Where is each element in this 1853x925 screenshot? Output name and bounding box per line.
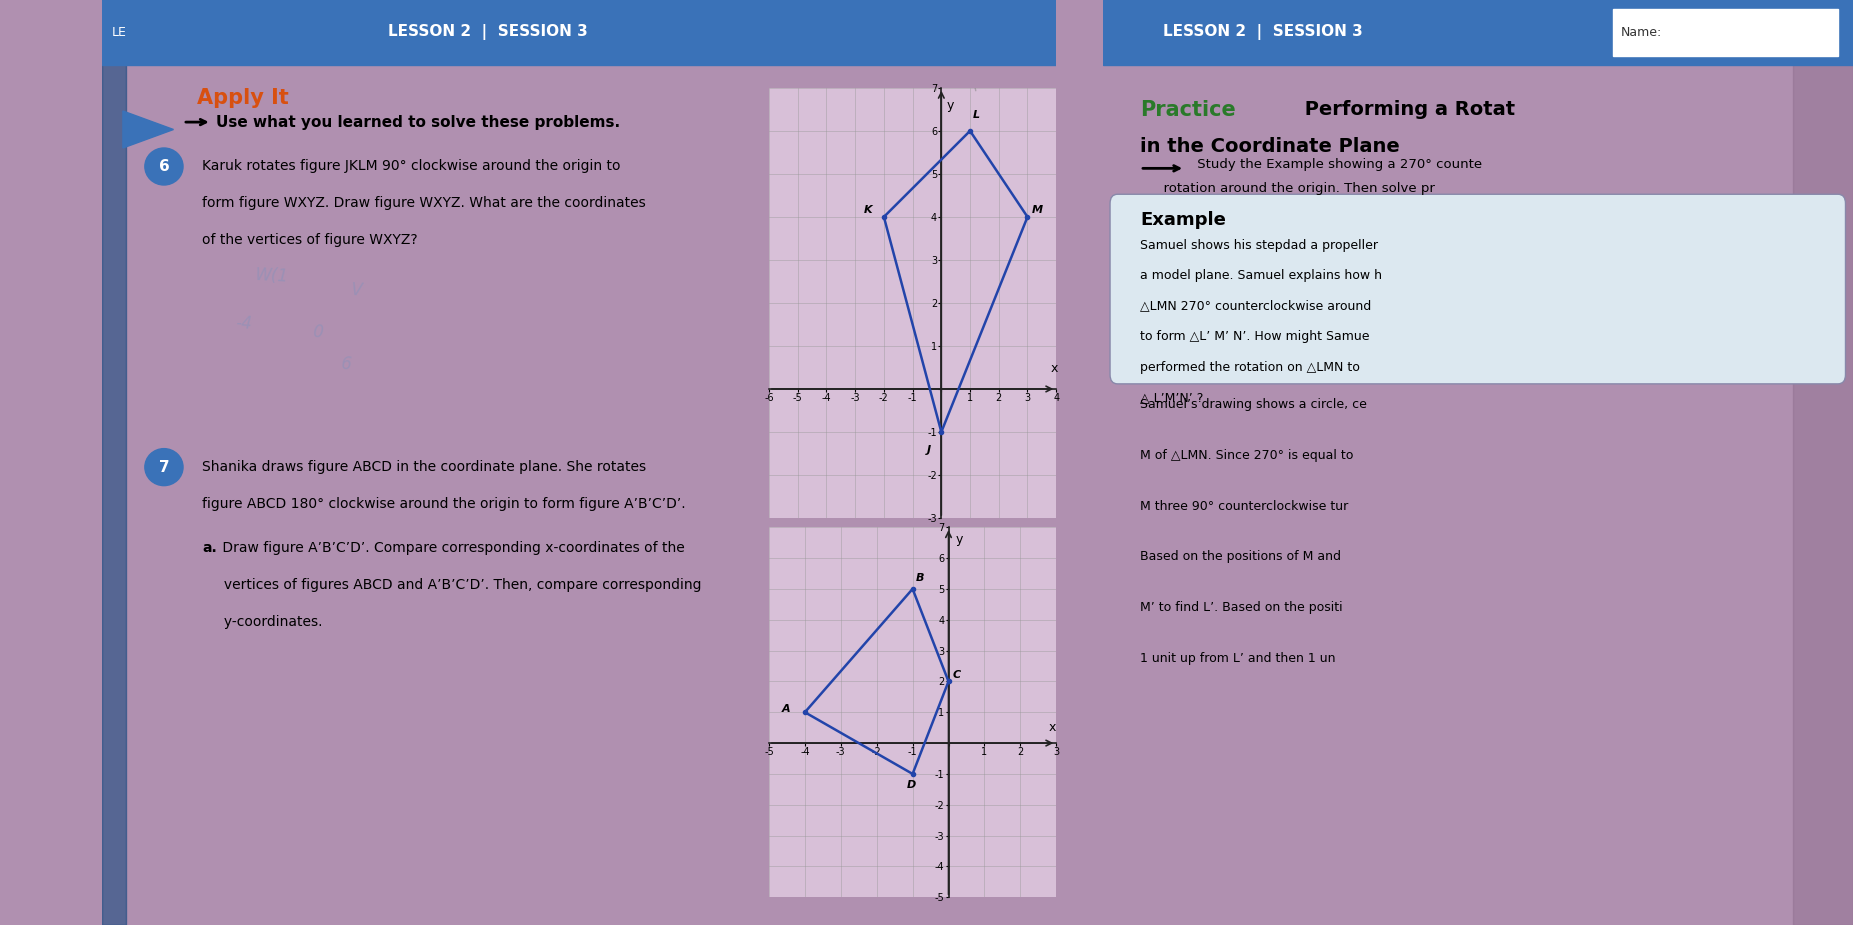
Text: Use what you learned to solve these problems.: Use what you learned to solve these prob…: [217, 115, 621, 130]
Text: rotation around the origin. Then solve pr: rotation around the origin. Then solve p…: [1154, 182, 1434, 195]
Text: Draw figure A’B’C’D’. Compare corresponding x-coordinates of the: Draw figure A’B’C’D’. Compare correspond…: [219, 541, 686, 555]
Text: a.: a.: [202, 541, 217, 555]
Text: -4: -4: [235, 314, 254, 332]
Text: K: K: [863, 204, 873, 215]
FancyBboxPatch shape: [1110, 194, 1846, 384]
Circle shape: [145, 449, 183, 486]
Text: of the vertices of figure WXYZ?: of the vertices of figure WXYZ?: [202, 233, 417, 247]
Text: x: x: [1049, 721, 1056, 734]
Polygon shape: [122, 111, 174, 148]
Text: 1 unit up from L’ and then 1 un: 1 unit up from L’ and then 1 un: [1140, 652, 1336, 665]
Text: form figure WXYZ. Draw figure WXYZ. What are the coordinates: form figure WXYZ. Draw figure WXYZ. What…: [202, 196, 647, 210]
Text: M of △LMN. Since 270° is equal to: M of △LMN. Since 270° is equal to: [1140, 449, 1353, 462]
Text: W(1: W(1: [254, 266, 289, 286]
Text: B: B: [915, 574, 925, 583]
Text: 6: 6: [341, 355, 352, 374]
Text: Practice: Practice: [1140, 100, 1236, 120]
Text: Samuel’s drawing shows a circle, ce: Samuel’s drawing shows a circle, ce: [1140, 398, 1368, 411]
Text: figure ABCD 180° clockwise around the origin to form figure A’B’C’D’.: figure ABCD 180° clockwise around the or…: [202, 497, 686, 511]
Text: x: x: [1051, 362, 1058, 375]
Text: Study the Example showing a 270° counte: Study the Example showing a 270° counte: [1193, 158, 1482, 171]
Text: 0: 0: [311, 323, 324, 341]
Bar: [1794, 0, 1853, 925]
Text: Samuel shows his stepdad a propeller: Samuel shows his stepdad a propeller: [1140, 239, 1379, 252]
Text: Based on the positions of M and: Based on the positions of M and: [1140, 550, 1342, 563]
Text: y-coordinates.: y-coordinates.: [202, 615, 322, 629]
Text: LESSON 2  |  SESSION 3: LESSON 2 | SESSION 3: [389, 24, 587, 41]
Text: M: M: [1032, 204, 1043, 215]
Text: Example: Example: [1140, 211, 1227, 228]
Text: A: A: [782, 704, 789, 714]
Text: V: V: [350, 281, 363, 300]
Text: in the Coordinate Plane: in the Coordinate Plane: [1140, 137, 1399, 156]
Bar: [102, 0, 1056, 65]
Text: Performing a Rotat: Performing a Rotat: [1297, 100, 1514, 119]
Text: to form △L’ M’ N’. How might Samue: to form △L’ M’ N’. How might Samue: [1140, 330, 1369, 343]
Text: a model plane. Samuel explains how h: a model plane. Samuel explains how h: [1140, 269, 1382, 282]
Text: Name:: Name:: [1620, 26, 1662, 39]
Bar: [1612, 9, 1838, 55]
Text: L: L: [973, 110, 980, 120]
Bar: [1103, 0, 1853, 65]
Text: y: y: [956, 533, 964, 546]
Circle shape: [145, 148, 183, 185]
Text: Apply It: Apply It: [198, 88, 289, 108]
Text: Shanika draws figure ABCD in the coordinate plane. She rotates: Shanika draws figure ABCD in the coordin…: [202, 460, 647, 474]
Text: performed the rotation on △LMN to: performed the rotation on △LMN to: [1140, 361, 1360, 374]
Bar: [102, 0, 126, 925]
Text: M’ to find L’. Based on the positi: M’ to find L’. Based on the positi: [1140, 601, 1343, 614]
Text: 7: 7: [159, 460, 169, 475]
Text: M three 90° counterclockwise tur: M three 90° counterclockwise tur: [1140, 500, 1349, 512]
Text: J: J: [926, 446, 930, 455]
Text: 6: 6: [159, 159, 169, 174]
Text: △LMN 270° counterclockwise around: △LMN 270° counterclockwise around: [1140, 300, 1371, 313]
Text: D: D: [908, 780, 917, 790]
Text: C: C: [952, 671, 962, 680]
Text: △ L’M’N’ ?: △ L’M’N’ ?: [1140, 391, 1203, 404]
Text: vertices of figures ABCD and A’B’C’D’. Then, compare corresponding: vertices of figures ABCD and A’B’C’D’. T…: [202, 578, 702, 592]
Text: Karuk rotates figure JKLM 90° clockwise around the origin to: Karuk rotates figure JKLM 90° clockwise …: [202, 159, 621, 173]
Text: LE: LE: [111, 26, 126, 39]
Text: y: y: [947, 99, 954, 112]
Text: LESSON 2  |  SESSION 3: LESSON 2 | SESSION 3: [1162, 24, 1362, 41]
